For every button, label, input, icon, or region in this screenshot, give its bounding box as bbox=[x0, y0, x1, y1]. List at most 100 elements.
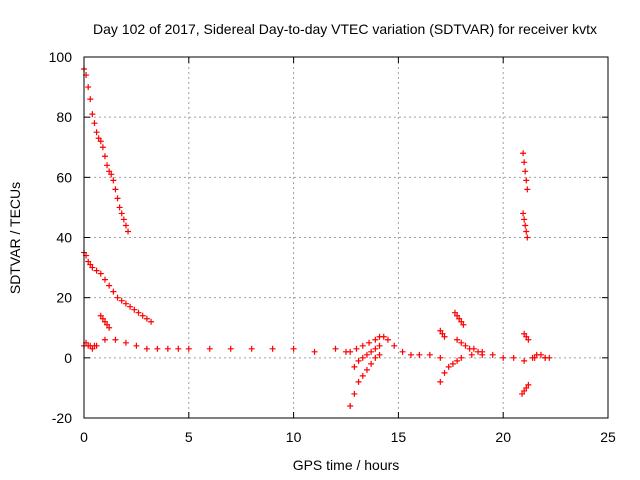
data-point-track-c bbox=[206, 345, 213, 352]
data-point-track-g bbox=[368, 348, 375, 355]
data-point-track-c bbox=[227, 345, 234, 352]
data-point-track-b bbox=[106, 282, 113, 289]
data-point-track-m bbox=[521, 216, 528, 223]
data-point-track-m bbox=[524, 234, 531, 241]
data-point-track-c bbox=[122, 339, 129, 346]
data-point-track-f bbox=[359, 372, 366, 379]
data-point-track-b bbox=[93, 267, 100, 274]
data-point-track-p bbox=[529, 354, 536, 361]
grid-lines bbox=[84, 57, 608, 418]
data-point-track-e bbox=[347, 348, 354, 355]
x-tick-label: 20 bbox=[495, 429, 511, 445]
data-point-track-f bbox=[368, 360, 375, 367]
axis-ticks: 0 5 10 15 20 25 -20 0 20 40 60 80 100 bbox=[49, 49, 616, 445]
plot-frame bbox=[83, 56, 609, 419]
y-tick-label: -20 bbox=[52, 410, 72, 426]
data-point-track-c bbox=[248, 345, 255, 352]
data-point-track-l bbox=[521, 159, 528, 166]
data-point-track-b bbox=[131, 306, 138, 313]
data-point-track-k bbox=[462, 342, 469, 349]
data-point-track-a bbox=[91, 120, 98, 127]
data-point-track-k bbox=[458, 339, 465, 346]
data-point-track-l bbox=[524, 186, 531, 193]
data-point-track-a bbox=[97, 138, 104, 145]
data-point-track-a bbox=[120, 216, 127, 223]
data-point-track-h bbox=[437, 378, 444, 385]
data-point-track-k bbox=[479, 348, 486, 355]
data-point-track-h bbox=[454, 357, 461, 364]
data-point-track-j bbox=[456, 315, 463, 322]
data-point-track-a bbox=[85, 84, 92, 91]
x-tick-label: 10 bbox=[286, 429, 302, 445]
data-point-track-f bbox=[355, 378, 362, 385]
data-point-track-j bbox=[454, 312, 461, 319]
data-point-track-e bbox=[416, 351, 423, 358]
data-point-track-b bbox=[101, 276, 108, 283]
data-point-track-l bbox=[522, 168, 529, 175]
data-point-track-b bbox=[87, 261, 94, 268]
data-point-track-g bbox=[363, 351, 370, 358]
data-point-track-f bbox=[363, 366, 370, 373]
y-tick-label: 20 bbox=[56, 290, 72, 306]
data-point-track-o bbox=[519, 390, 526, 397]
data-point-track-k bbox=[454, 336, 461, 343]
data-point-track-a bbox=[95, 135, 102, 142]
data-point-track-d bbox=[97, 312, 104, 319]
x-tick-label: 25 bbox=[600, 429, 616, 445]
data-point-track-a bbox=[114, 195, 121, 202]
y-tick-label: 100 bbox=[49, 49, 73, 65]
data-point-track-j bbox=[451, 309, 458, 316]
data-point-track-e bbox=[437, 354, 444, 361]
data-point-track-c bbox=[143, 345, 150, 352]
data-point-track-b bbox=[114, 294, 121, 301]
data-point-track-k bbox=[470, 345, 477, 352]
data-point-track-i bbox=[441, 333, 448, 340]
data-point-track-b bbox=[139, 312, 146, 319]
data-point-track-i bbox=[437, 327, 444, 334]
data-point-track-l bbox=[523, 177, 530, 184]
data-point-track-b bbox=[135, 309, 142, 316]
x-tick-label: 5 bbox=[185, 429, 193, 445]
data-point-track-c bbox=[164, 345, 171, 352]
data-point-track-c bbox=[93, 342, 100, 349]
data-point-track-c bbox=[290, 345, 297, 352]
data-point-track-j bbox=[458, 318, 465, 325]
x-tick-label: 0 bbox=[80, 429, 88, 445]
data-point-track-h bbox=[510, 354, 517, 361]
data-point-track-n bbox=[521, 330, 528, 337]
data-point-track-c bbox=[269, 345, 276, 352]
data-point-track-a bbox=[125, 228, 132, 235]
data-point-track-e bbox=[353, 345, 360, 352]
data-point-track-e bbox=[380, 333, 387, 340]
data-point-track-c bbox=[112, 336, 119, 343]
data-point-track-m bbox=[522, 222, 529, 229]
data-point-track-c bbox=[89, 345, 96, 352]
data-point-track-e bbox=[391, 342, 398, 349]
data-point-track-m bbox=[523, 228, 530, 235]
data-point-track-c bbox=[133, 342, 140, 349]
data-point-track-o bbox=[521, 387, 528, 394]
data-point-track-c bbox=[185, 345, 192, 352]
data-points bbox=[81, 66, 553, 409]
data-point-track-f bbox=[347, 402, 354, 409]
data-point-track-a bbox=[106, 168, 113, 175]
data-point-track-c bbox=[175, 345, 182, 352]
data-point-track-h bbox=[445, 363, 452, 370]
data-point-track-b bbox=[85, 258, 92, 265]
data-point-track-a bbox=[108, 171, 115, 178]
data-point-track-b bbox=[127, 303, 134, 310]
y-tick-label: 60 bbox=[56, 169, 72, 185]
data-point-track-e bbox=[399, 348, 406, 355]
data-point-track-m bbox=[520, 210, 527, 217]
data-point-track-a bbox=[116, 204, 123, 211]
data-point-track-l bbox=[520, 150, 527, 157]
data-point-track-b bbox=[122, 300, 129, 307]
data-point-track-g bbox=[355, 357, 362, 364]
data-point-track-b bbox=[118, 297, 125, 304]
data-point-track-h bbox=[500, 354, 507, 361]
data-point-track-b bbox=[97, 270, 104, 277]
data-point-track-b bbox=[110, 288, 117, 295]
y-tick-label: 40 bbox=[56, 230, 72, 246]
data-point-track-o bbox=[523, 384, 530, 391]
